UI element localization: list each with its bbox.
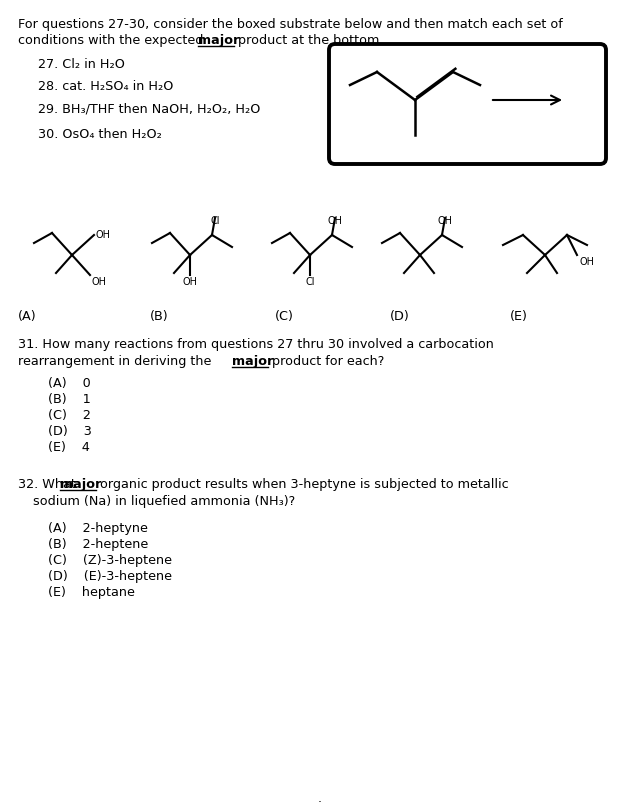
Text: (A)    2-heptyne: (A) 2-heptyne xyxy=(48,522,148,535)
Text: product for each?: product for each? xyxy=(268,355,385,368)
Text: OH: OH xyxy=(438,216,452,226)
Text: major: major xyxy=(60,478,101,491)
Text: OH: OH xyxy=(579,257,594,267)
Text: .: . xyxy=(318,792,322,805)
Text: (A)    0: (A) 0 xyxy=(48,377,91,390)
Text: (C)    2: (C) 2 xyxy=(48,409,91,422)
Text: rearrangement in deriving the: rearrangement in deriving the xyxy=(18,355,216,368)
Text: (D): (D) xyxy=(390,310,410,323)
Text: For questions 27-30, consider the boxed substrate below and then match each set : For questions 27-30, consider the boxed … xyxy=(18,18,563,31)
Text: 28. cat. H₂SO₄ in H₂O: 28. cat. H₂SO₄ in H₂O xyxy=(38,80,173,93)
Text: 31. How many reactions from questions 27 thru 30 involved a carbocation: 31. How many reactions from questions 27… xyxy=(18,338,494,351)
Text: (D)    (E)-3-heptene: (D) (E)-3-heptene xyxy=(48,570,172,583)
Text: product at the bottom.: product at the bottom. xyxy=(234,34,383,47)
Text: (B): (B) xyxy=(150,310,168,323)
Text: (A): (A) xyxy=(18,310,36,323)
Text: major: major xyxy=(232,355,273,368)
Text: 29. BH₃/THF then NaOH, H₂O₂, H₂O: 29. BH₃/THF then NaOH, H₂O₂, H₂O xyxy=(38,102,260,115)
Text: 30. OsO₄ then H₂O₂: 30. OsO₄ then H₂O₂ xyxy=(38,128,162,141)
Text: 27. Cl₂ in H₂O: 27. Cl₂ in H₂O xyxy=(38,58,125,71)
Text: OH: OH xyxy=(92,277,107,287)
Text: (C)    (Z)-3-heptene: (C) (Z)-3-heptene xyxy=(48,554,172,567)
Text: 32. What: 32. What xyxy=(18,478,80,491)
Text: OH: OH xyxy=(328,216,342,226)
Text: Cl: Cl xyxy=(305,277,315,287)
Text: Cl: Cl xyxy=(211,216,220,226)
Text: (B)    2-heptene: (B) 2-heptene xyxy=(48,538,148,551)
Text: OH: OH xyxy=(182,277,198,287)
Text: OH: OH xyxy=(96,230,111,240)
Text: major: major xyxy=(198,34,239,47)
Text: (D)    3: (D) 3 xyxy=(48,425,92,438)
Text: sodium (Na) in liquefied ammonia (NH₃)?: sodium (Na) in liquefied ammonia (NH₃)? xyxy=(33,495,295,508)
Text: (C): (C) xyxy=(275,310,294,323)
Text: (E)    4: (E) 4 xyxy=(48,441,90,454)
Text: (E)    heptane: (E) heptane xyxy=(48,586,135,599)
Text: (E): (E) xyxy=(510,310,528,323)
FancyBboxPatch shape xyxy=(329,44,606,164)
Text: organic product results when 3-heptyne is subjected to metallic: organic product results when 3-heptyne i… xyxy=(96,478,509,491)
Text: conditions with the expected: conditions with the expected xyxy=(18,34,207,47)
Text: (B)    1: (B) 1 xyxy=(48,393,91,406)
